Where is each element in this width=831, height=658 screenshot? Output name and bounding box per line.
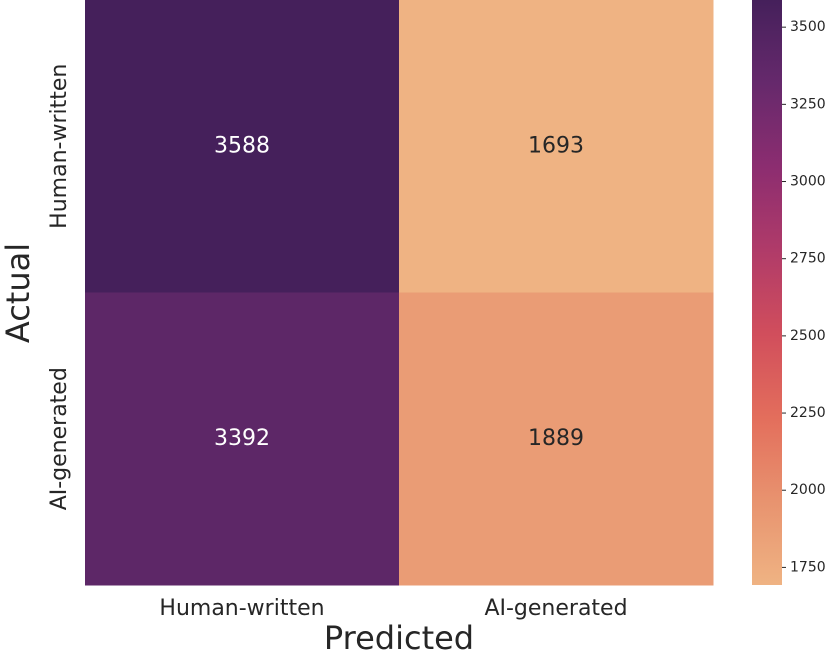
colorbar-tick-label: 2500	[790, 328, 826, 344]
cell-label: 3588	[214, 133, 270, 158]
colorbar-tick-label: 2250	[790, 405, 826, 421]
heatmap-cell	[85, 0, 400, 293]
y-axis-label: Actual	[0, 243, 37, 343]
colorbar-tick-label: 1750	[790, 559, 826, 575]
x-tick-label: Human-written	[159, 596, 324, 621]
cell-label: 1693	[528, 133, 584, 158]
cell-label: 3392	[214, 426, 270, 451]
cell-label: 1889	[528, 426, 584, 451]
colorbar-tick-label: 2000	[790, 482, 826, 498]
colorbar-tick-label: 3500	[790, 19, 826, 35]
y-tick-label: Human-written	[47, 64, 72, 229]
colorbar-tick-label: 3250	[790, 96, 826, 112]
colorbar-tick-label: 2750	[790, 251, 826, 267]
colorbar-tick-label: 3000	[790, 174, 826, 190]
heatmap-cell	[399, 0, 714, 293]
x-tick-label: AI-generated	[484, 596, 627, 621]
y-tick-label: AI-generated	[47, 367, 72, 510]
colorbar	[752, 0, 782, 585]
heatmap-cell	[85, 292, 400, 586]
heatmap-cell	[399, 292, 714, 586]
x-axis-label: Predicted	[324, 619, 474, 657]
